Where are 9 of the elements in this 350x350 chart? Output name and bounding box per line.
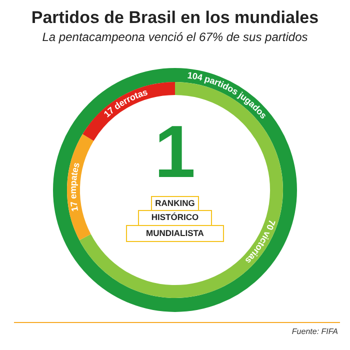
text: RANKING HISTÓRICO MUNDIALISTA — [145, 197, 205, 239]
chart-subtitle: La pentacampeona venció el 67% de sus partidos — [41, 30, 309, 44]
slice-label: empates — [68, 161, 82, 200]
data-label: 70 — [264, 218, 278, 232]
chart-title: Partidos de Brasil en los mundiales — [30, 8, 320, 28]
data-label: 1 7 — [102, 105, 116, 120]
source-note: Fuente: FIFA — [292, 327, 338, 336]
data-label: 17 — [68, 200, 80, 212]
category-label: victorias — [243, 230, 273, 266]
